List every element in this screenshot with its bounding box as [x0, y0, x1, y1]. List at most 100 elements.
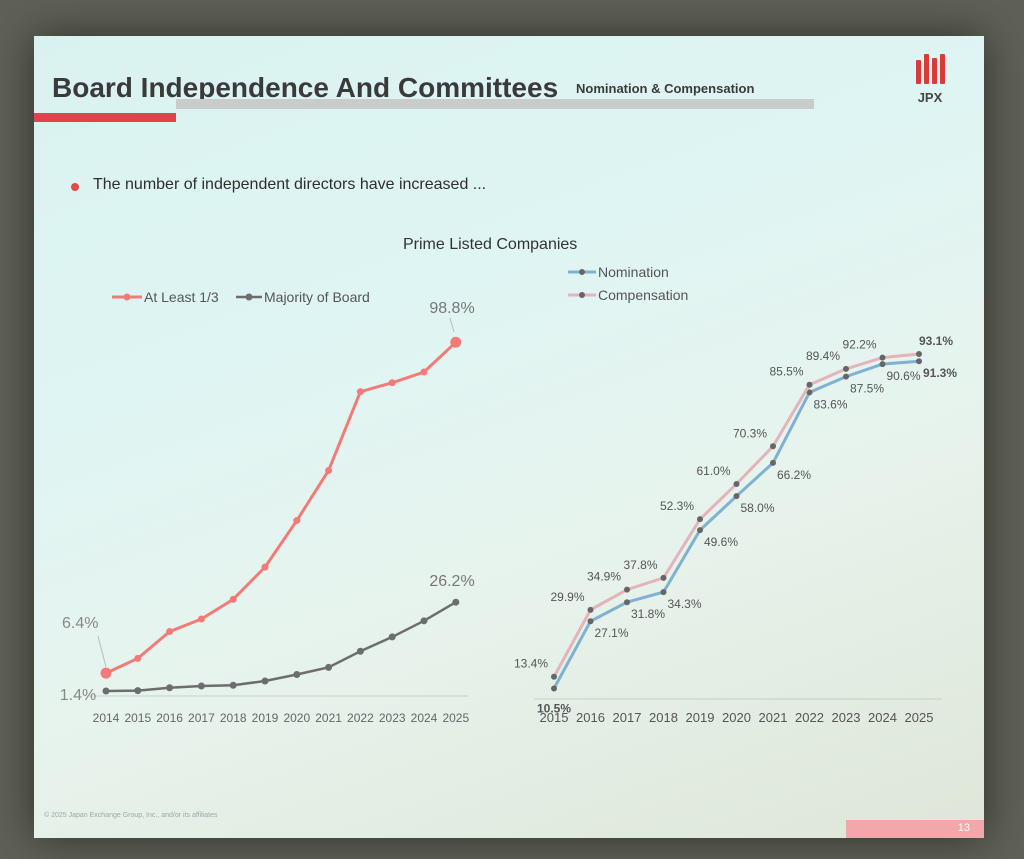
right-point-1 [551, 673, 557, 680]
page-number: 13 [957, 822, 970, 834]
right-data-label-compensation: 89.4% [806, 349, 840, 363]
left-point-1 [388, 633, 396, 641]
left-x-tick-label: 2019 [252, 711, 279, 725]
left-x-tick-label: 2014 [93, 711, 120, 725]
left-point-0 [356, 388, 364, 396]
right-point-0 [551, 685, 557, 692]
left-x-tick-label: 2015 [124, 711, 151, 725]
right-point-0 [660, 589, 667, 596]
right-point-1 [697, 516, 703, 523]
bullet-dot-icon [71, 183, 79, 191]
left-end-leader [449, 317, 455, 333]
right-data-label-nomination: 66.2% [777, 468, 811, 482]
right-point-0 [624, 599, 630, 606]
left-point-1 [261, 677, 269, 685]
right-point-1 [624, 586, 630, 593]
right-data-label-compensation: 70.3% [733, 426, 767, 440]
right-data-label-compensation: 52.3% [660, 499, 694, 513]
left-series-line-1 [105, 601, 457, 693]
legend-marker-nomination [579, 269, 585, 275]
left-point-0 [229, 595, 237, 603]
right-data-label-nomination: 91.3% [923, 366, 957, 380]
right-x-tick-label: 2024 [868, 710, 897, 725]
right-data-label-nomination: 27.1% [595, 626, 629, 640]
left-x-tick-label: 2017 [188, 711, 215, 725]
right-data-label-compensation: 61.0% [696, 464, 730, 478]
right-data-label-compensation: 13.4% [514, 657, 548, 671]
slide: Board Independence And Committees Nomina… [34, 36, 984, 838]
right-data-label-nomination: 49.6% [704, 535, 738, 549]
left-point-0 [450, 336, 462, 348]
right-data-label-nomination: 31.8% [631, 607, 665, 621]
right-point-0 [587, 618, 594, 625]
right-point-1 [879, 354, 886, 361]
left-point-0 [166, 628, 174, 636]
right-data-label-compensation: 85.5% [769, 365, 803, 379]
left-point-1 [197, 682, 205, 690]
right-point-0 [879, 361, 886, 368]
charts-canvas: 2014 2015 2016 2017 2018 2019 2020 2021 2022 2023… [60, 264, 958, 725]
left-annotation-leader [97, 635, 107, 668]
right-point-1 [843, 365, 849, 372]
left-end-label-b: 26.2% [429, 573, 474, 590]
left-series-line-0 [105, 341, 457, 675]
left-x-tick-label: 2023 [379, 711, 406, 725]
jpx-logo-icon [910, 54, 950, 84]
right-point-0 [770, 459, 776, 466]
right-x-tick-label: 2020 [722, 710, 751, 725]
left-point-0 [293, 517, 301, 525]
right-point-0 [733, 493, 740, 500]
right-data-label-compensation: 93.1% [919, 334, 953, 348]
left-point-0 [325, 466, 333, 474]
right-data-label-compensation: 37.8% [623, 558, 657, 572]
right-x-tick-label: 2015 [540, 710, 569, 725]
slide-title: Board Independence And Committees [52, 72, 559, 103]
left-end-label-a: 98.8% [429, 300, 474, 317]
left-x-tick-label: 2025 [442, 711, 469, 725]
right-point-1 [733, 480, 740, 487]
left-start-label-a: 6.4% [62, 615, 98, 632]
left-point-1 [293, 671, 301, 679]
left-point-1 [102, 687, 110, 695]
right-data-label-nomination: 10.5% [537, 701, 571, 715]
title-underline [176, 99, 814, 109]
left-point-0 [388, 379, 396, 387]
left-point-0 [420, 368, 428, 376]
right-data-label-nomination: 90.6% [887, 369, 921, 383]
page-number-box: 13 [846, 820, 984, 838]
right-point-1 [770, 443, 776, 450]
legend-label-majority: Majority of Board [264, 289, 370, 305]
right-point-1 [916, 350, 922, 357]
left-point-0 [134, 654, 142, 662]
left-point-1 [420, 617, 428, 625]
right-point-0 [916, 358, 922, 365]
right-x-tick-label: 2022 [795, 710, 824, 725]
right-data-label-compensation: 92.2% [842, 338, 876, 352]
right-data-label-compensation: 29.9% [550, 590, 584, 604]
copyright: © 2025 Japan Exchange Group, Inc., and/o… [44, 812, 218, 819]
left-point-1 [229, 681, 237, 689]
right-point-0 [843, 373, 849, 380]
left-start-label-b: 1.4% [60, 687, 96, 704]
right-x-tick-label: 2021 [759, 710, 788, 725]
right-data-label-nomination: 87.5% [850, 382, 884, 396]
left-point-0 [261, 563, 269, 571]
jpx-logo: JPX [910, 54, 950, 114]
right-data-label-compensation: 34.9% [587, 570, 621, 584]
right-data-label-nomination: 58.0% [741, 501, 775, 515]
left-x-tick-label: 2016 [156, 711, 183, 725]
chart-group-title: Prime Listed Companies [403, 236, 578, 253]
slide-subtitle: Nomination & Compensation [576, 81, 755, 96]
left-point-1 [134, 687, 142, 695]
right-x-tick-label: 2019 [686, 710, 715, 725]
left-x-tick-label: 2018 [220, 711, 247, 725]
left-point-0 [100, 667, 112, 679]
left-point-1 [325, 663, 333, 671]
left-point-1 [356, 647, 364, 655]
right-x-tick-label: 2018 [649, 710, 678, 725]
legend-label-at-least: At Least 1/3 [144, 289, 219, 305]
legend-marker-at-least [123, 293, 131, 301]
right-x-tick-label: 2023 [832, 710, 861, 725]
right-x-tick-label: 2017 [613, 710, 642, 725]
right-point-0 [697, 527, 703, 534]
